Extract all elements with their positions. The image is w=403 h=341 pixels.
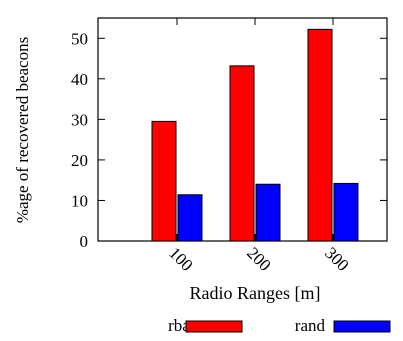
legend-swatch-rbase bbox=[185, 320, 243, 333]
y-tick-label: 20 bbox=[71, 151, 88, 170]
x-tick-label: 100 bbox=[165, 243, 196, 274]
y-tick-label: 40 bbox=[71, 70, 88, 89]
y-tick-label: 50 bbox=[71, 29, 88, 48]
y-axis: 0 10 20 30 40 50 bbox=[71, 29, 387, 251]
legend-label-rand: rand bbox=[295, 316, 326, 335]
bar-rand-100 bbox=[177, 194, 203, 242]
legend-swatch-rand bbox=[333, 320, 391, 333]
x-tick-label: 300 bbox=[321, 243, 352, 274]
y-axis-label: %age of recovered beacons bbox=[13, 37, 32, 223]
x-tick-label: 200 bbox=[243, 243, 274, 274]
y-tick-label: 0 bbox=[80, 232, 89, 251]
bar-rbase-200 bbox=[229, 65, 255, 242]
legend: rbaserand bbox=[168, 316, 391, 335]
x-axis-label: Radio Ranges [m] bbox=[190, 283, 321, 303]
bar-rand-300 bbox=[333, 182, 359, 242]
bar-rand-200 bbox=[255, 183, 281, 242]
bar-rbase-300 bbox=[307, 28, 333, 242]
bar-rbase-100 bbox=[151, 120, 177, 242]
y-tick-label: 30 bbox=[71, 110, 88, 129]
bars bbox=[151, 28, 359, 242]
y-tick-label: 10 bbox=[71, 191, 88, 210]
